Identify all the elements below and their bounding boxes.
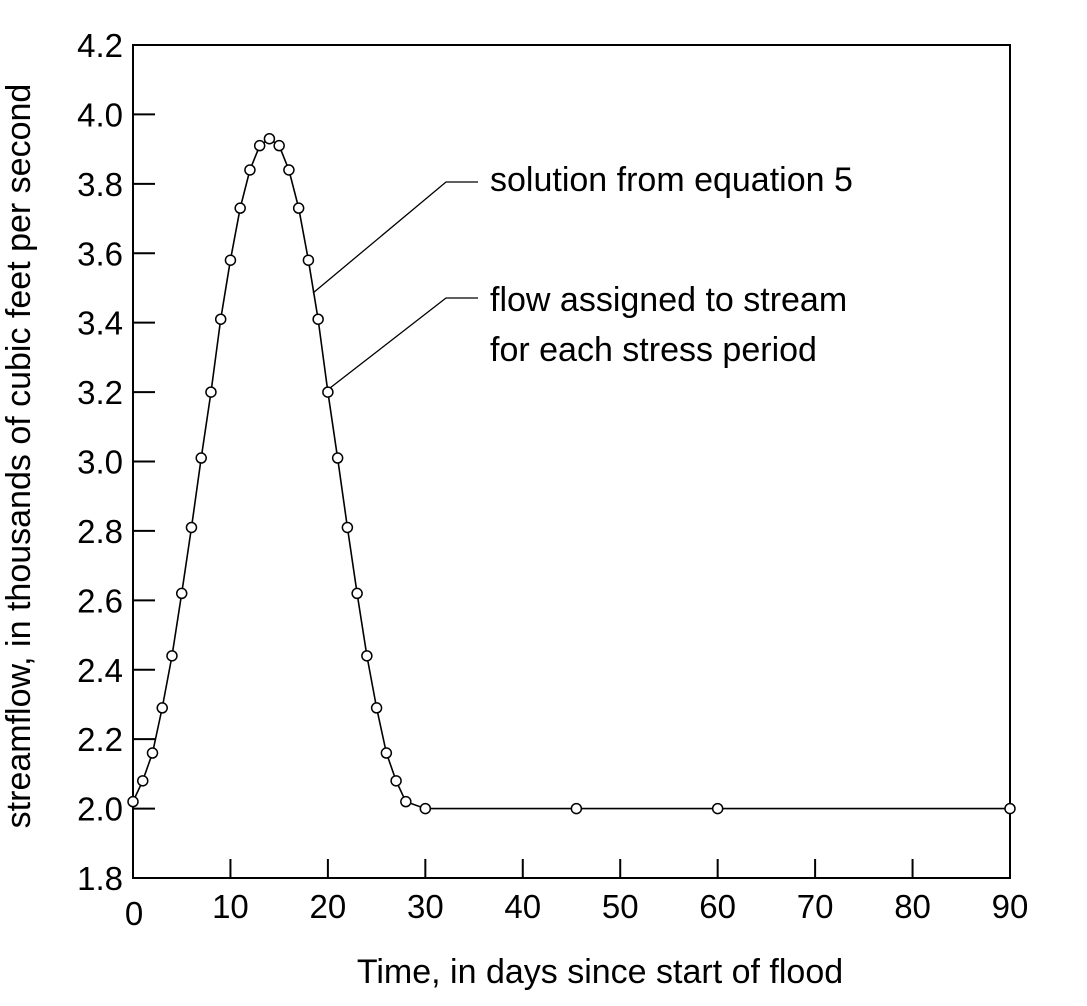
- data-point-marker: [292, 202, 305, 214]
- annotation-flow-line: flow assigned to stream: [490, 281, 847, 319]
- data-point-marker: [146, 747, 159, 759]
- y-tick-label: 3.8: [77, 166, 123, 203]
- data-point-marker: [127, 795, 139, 808]
- series-markers-stress-period: [127, 132, 1016, 815]
- x-axis-title: Time, in days since start of flood: [357, 953, 843, 991]
- data-point-marker: [419, 802, 432, 815]
- x-axis-ticks: 0 10 20 30 40 50 60 70 80 90: [125, 859, 1029, 932]
- data-point-marker: [341, 521, 354, 534]
- y-tick-label: 3.2: [77, 374, 123, 411]
- x-tick-label: 60: [699, 888, 736, 925]
- y-tick-label: 3.0: [77, 444, 123, 481]
- data-point-marker: [214, 313, 227, 325]
- y-tick-label: 4.0: [77, 96, 123, 133]
- x-tick-label: 0: [125, 895, 143, 932]
- y-tick-label: 2.2: [77, 721, 123, 758]
- solution-curve: [132, 137, 1010, 810]
- x-tick-label: 50: [602, 888, 639, 925]
- data-point-marker: [136, 775, 149, 787]
- data-point-marker: [253, 139, 266, 152]
- data-point-marker: [570, 802, 583, 815]
- leader-line-solution: [312, 181, 478, 294]
- leader-line-flow: [329, 297, 478, 389]
- y-tick-label: 2.4: [77, 652, 123, 689]
- data-point-marker: [322, 386, 334, 398]
- y-axis-ticks: 1.8 2.0 2.2 2.4 2.6 2.8 3.0 3.2 3.4 3.6 3.8 4.0 4.2: [77, 27, 155, 897]
- y-tick-label: 2.0: [77, 791, 123, 828]
- x-tick-label: 90: [992, 888, 1029, 925]
- data-point-marker: [175, 587, 188, 600]
- y-tick-label: 1.8: [77, 860, 123, 897]
- y-tick-label: 3.6: [77, 235, 123, 272]
- data-point-marker: [312, 313, 324, 325]
- data-point-marker: [302, 254, 315, 266]
- data-point-marker: [273, 139, 285, 152]
- data-point-marker: [166, 650, 178, 662]
- data-point-marker: [205, 386, 217, 398]
- series-line-solution: [132, 137, 1010, 810]
- x-tick-label: 20: [310, 888, 347, 925]
- data-point-marker: [224, 254, 237, 266]
- data-point-marker: [156, 702, 168, 714]
- data-point-marker: [400, 795, 412, 808]
- data-point-marker: [283, 164, 295, 176]
- x-tick-label: 80: [894, 888, 931, 925]
- data-point-marker: [331, 452, 344, 464]
- x-tick-label: 70: [797, 888, 834, 925]
- data-point-marker: [244, 164, 256, 176]
- y-tick-label: 2.6: [77, 582, 123, 619]
- y-tick-label: 2.8: [77, 513, 123, 550]
- annotations: solution from equation 5 flow assigned to…: [312, 161, 853, 389]
- y-axis-title: streamflow, in thousands of cubic feet p…: [0, 84, 38, 829]
- x-tick-label: 40: [504, 888, 541, 925]
- data-point-marker: [1004, 802, 1016, 815]
- y-tick-label: 4.2: [77, 27, 123, 64]
- annotation-solution: solution from equation 5: [490, 161, 853, 199]
- data-point-marker: [711, 802, 724, 815]
- data-point-marker: [351, 587, 363, 600]
- data-point-marker: [185, 521, 198, 534]
- data-point-marker: [263, 132, 276, 145]
- data-point-marker: [380, 747, 393, 759]
- data-point-marker: [361, 650, 373, 662]
- x-tick-label: 10: [212, 888, 249, 925]
- data-point-marker: [234, 202, 246, 214]
- annotation-flow-line: for each stress period: [490, 331, 817, 369]
- data-point-marker: [195, 452, 207, 464]
- data-point-marker: [390, 775, 402, 787]
- data-point-marker: [370, 702, 383, 714]
- y-tick-label: 3.4: [77, 305, 123, 342]
- x-tick-label: 30: [407, 888, 444, 925]
